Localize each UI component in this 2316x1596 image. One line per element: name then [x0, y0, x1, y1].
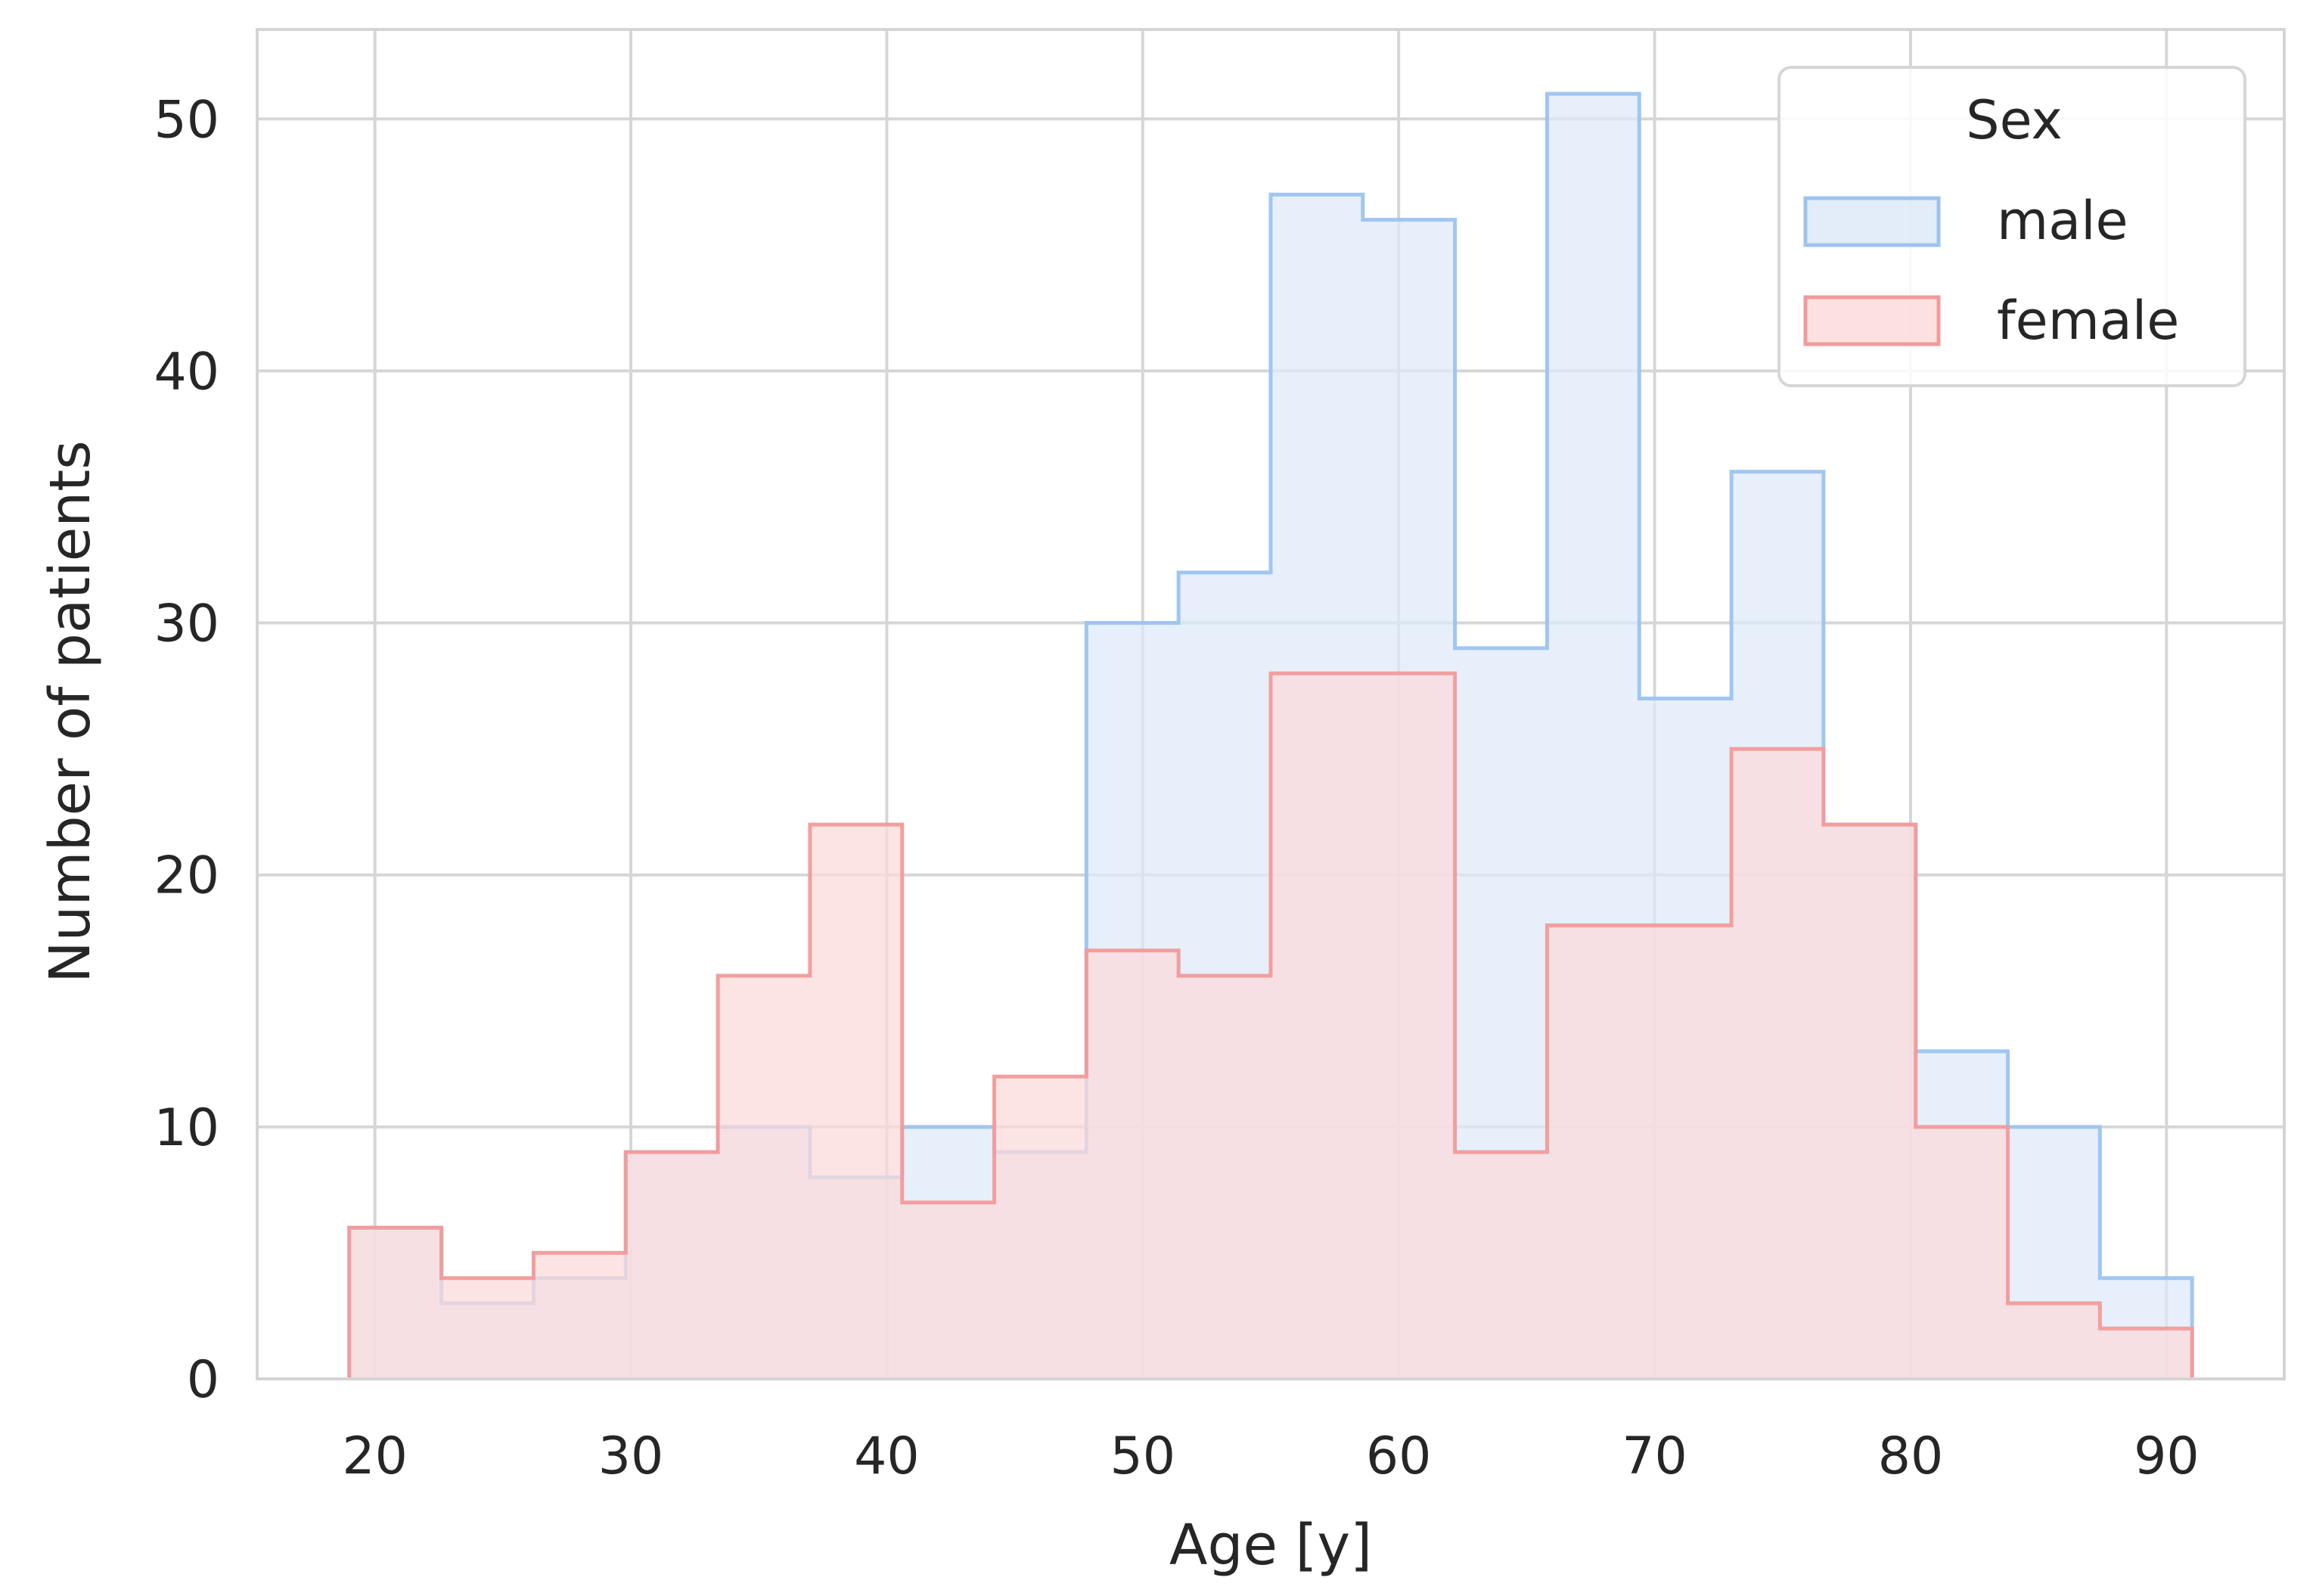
- x-tick-label: 60: [1366, 1427, 1432, 1486]
- x-tick-label: 20: [342, 1427, 408, 1486]
- y-axis-label: Number of patients: [38, 440, 103, 983]
- y-tick-label: 40: [154, 342, 219, 402]
- x-tick-label: 30: [598, 1427, 664, 1486]
- y-tick-label: 0: [187, 1350, 219, 1410]
- y-tick-label: 20: [154, 846, 219, 906]
- legend-male-swatch: [1803, 196, 1941, 247]
- histogram-series: [347, 92, 2194, 1379]
- x-tick-label: 80: [1878, 1427, 1944, 1486]
- x-axis-label: Age [y]: [1169, 1513, 1372, 1578]
- x-tick-label: 90: [2134, 1427, 2200, 1486]
- plot-frame: [256, 28, 2286, 1380]
- legend-female-swatch: [1803, 295, 1941, 346]
- y-axis-ticks: 0 10 20 30 40 50: [154, 90, 219, 1410]
- legend-female-label: female: [1997, 290, 2179, 352]
- x-tick-label: 40: [854, 1427, 920, 1486]
- y-tick-label: 30: [154, 595, 219, 654]
- x-tick-label: 70: [1622, 1427, 1687, 1486]
- y-tick-label: 50: [154, 90, 219, 150]
- legend-male-label: male: [1997, 190, 2128, 252]
- x-tick-label: 50: [1110, 1427, 1176, 1486]
- y-tick-label: 10: [154, 1098, 219, 1158]
- legend: Sex male female: [1777, 66, 2246, 387]
- female-histogram-edge: [347, 671, 2194, 1379]
- x-axis-ticks: 20 30 40 50 60 70 80 90: [342, 1427, 2199, 1486]
- legend-title: Sex: [1966, 89, 2063, 151]
